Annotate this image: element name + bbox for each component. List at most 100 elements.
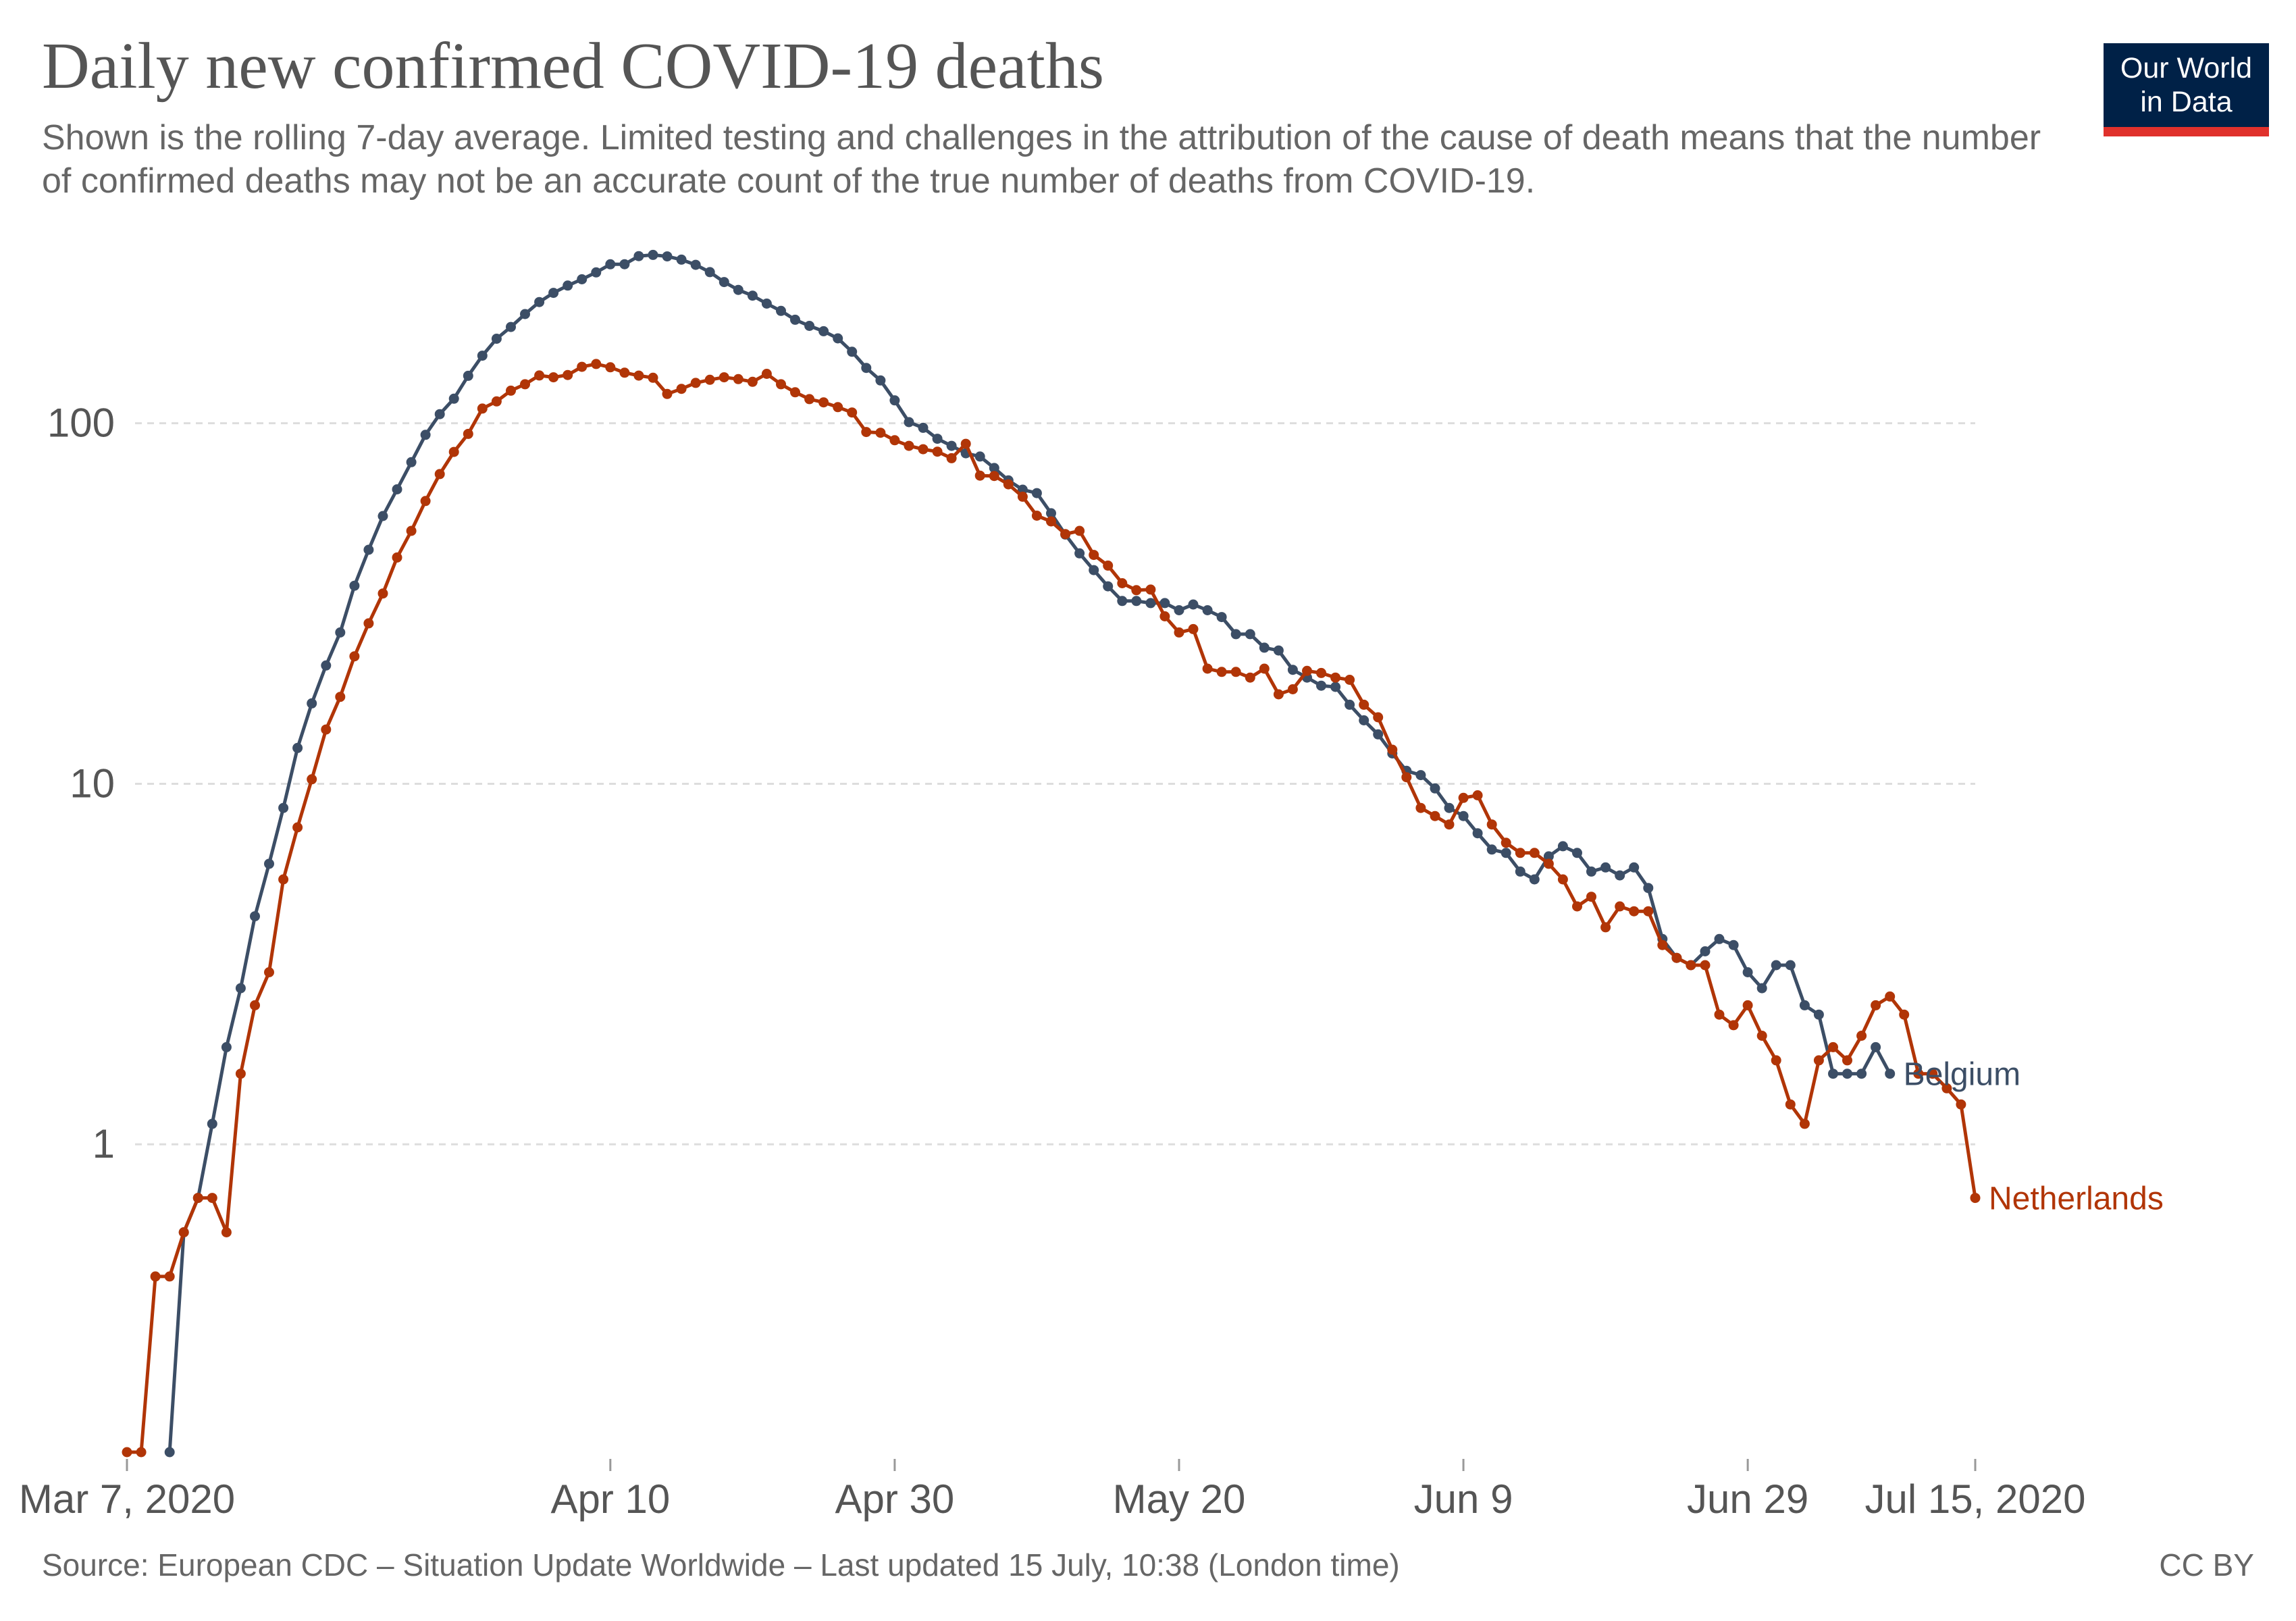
- netherlands-point[interactable]: [1941, 1083, 1952, 1093]
- belgium-point[interactable]: [1373, 729, 1384, 740]
- netherlands-point[interactable]: [1629, 906, 1640, 917]
- netherlands-point[interactable]: [1159, 611, 1170, 621]
- netherlands-point[interactable]: [1089, 550, 1099, 561]
- netherlands-point[interactable]: [1700, 960, 1711, 971]
- netherlands-point[interactable]: [1771, 1055, 1781, 1066]
- belgium-point[interactable]: [1444, 802, 1455, 813]
- belgium-point[interactable]: [818, 326, 829, 336]
- belgium-point[interactable]: [477, 351, 488, 361]
- netherlands-point[interactable]: [1302, 665, 1312, 676]
- netherlands-point[interactable]: [847, 407, 858, 418]
- netherlands-point[interactable]: [534, 370, 545, 381]
- netherlands-point[interactable]: [761, 369, 772, 379]
- belgium-point[interactable]: [932, 434, 943, 444]
- belgium-point[interactable]: [1287, 665, 1298, 675]
- belgium-point[interactable]: [1756, 983, 1767, 994]
- belgium-point[interactable]: [591, 267, 602, 278]
- netherlands-point[interactable]: [633, 370, 644, 381]
- belgium-point[interactable]: [534, 297, 545, 307]
- belgium-point[interactable]: [1131, 596, 1142, 607]
- netherlands-point[interactable]: [1345, 675, 1355, 685]
- netherlands-point[interactable]: [1245, 672, 1255, 683]
- netherlands-point[interactable]: [1572, 901, 1582, 912]
- netherlands-point[interactable]: [1486, 819, 1497, 830]
- belgium-point[interactable]: [1557, 841, 1568, 852]
- netherlands-point[interactable]: [1188, 623, 1199, 634]
- belgium-point[interactable]: [1415, 770, 1426, 781]
- belgium-point[interactable]: [1871, 1041, 1881, 1052]
- belgium-point[interactable]: [250, 911, 260, 922]
- netherlands-point[interactable]: [1927, 1069, 1938, 1079]
- netherlands-point[interactable]: [1871, 1000, 1881, 1010]
- netherlands-point[interactable]: [591, 359, 602, 369]
- belgium-point[interactable]: [1188, 599, 1199, 610]
- belgium-point[interactable]: [1629, 862, 1640, 873]
- netherlands-point[interactable]: [889, 435, 900, 446]
- netherlands-point[interactable]: [250, 1000, 260, 1010]
- netherlands-point[interactable]: [406, 525, 417, 536]
- netherlands-point[interactable]: [904, 440, 914, 451]
- netherlands-point[interactable]: [704, 374, 715, 385]
- belgium-point[interactable]: [1785, 960, 1796, 971]
- belgium-point[interactable]: [1472, 828, 1483, 839]
- netherlands-point[interactable]: [1515, 848, 1525, 858]
- netherlands-line[interactable]: [127, 362, 1977, 1454]
- netherlands-point[interactable]: [662, 388, 673, 399]
- netherlands-point[interactable]: [1117, 578, 1128, 588]
- netherlands-point[interactable]: [818, 397, 829, 408]
- belgium-point[interactable]: [548, 288, 559, 299]
- belgium-point[interactable]: [1046, 508, 1056, 519]
- belgium-point[interactable]: [676, 254, 687, 265]
- netherlands-point[interactable]: [506, 385, 516, 396]
- belgium-point[interactable]: [563, 280, 573, 291]
- belgium-point[interactable]: [761, 299, 772, 309]
- belgium-point[interactable]: [1643, 883, 1654, 894]
- belgium-point[interactable]: [1145, 598, 1156, 609]
- netherlands-point[interactable]: [1273, 689, 1284, 700]
- belgium-point[interactable]: [1742, 967, 1753, 977]
- belgium-point[interactable]: [377, 511, 388, 521]
- netherlands-point[interactable]: [1287, 684, 1298, 694]
- netherlands-point[interactable]: [1017, 491, 1028, 502]
- netherlands-point[interactable]: [448, 446, 459, 457]
- netherlands-point[interactable]: [477, 403, 488, 414]
- netherlands-point[interactable]: [1756, 1031, 1767, 1041]
- netherlands-point[interactable]: [1856, 1031, 1867, 1041]
- belgium-point[interactable]: [363, 544, 374, 555]
- netherlands-point[interactable]: [960, 438, 971, 449]
- netherlands-point[interactable]: [1074, 525, 1085, 536]
- netherlands-point[interactable]: [392, 552, 402, 563]
- netherlands-point[interactable]: [292, 822, 303, 833]
- netherlands-point[interactable]: [264, 967, 274, 977]
- netherlands-point[interactable]: [1472, 790, 1483, 800]
- netherlands-point[interactable]: [150, 1271, 161, 1282]
- belgium-point[interactable]: [662, 251, 673, 262]
- belgium-point[interactable]: [1515, 866, 1525, 877]
- belgium-point[interactable]: [1458, 810, 1469, 821]
- netherlands-point[interactable]: [278, 874, 289, 885]
- netherlands-point[interactable]: [563, 369, 573, 380]
- belgium-point[interactable]: [1856, 1069, 1867, 1079]
- netherlands-point[interactable]: [491, 396, 502, 407]
- belgium-point[interactable]: [704, 267, 715, 278]
- belgium-point[interactable]: [733, 284, 743, 295]
- netherlands-point[interactable]: [363, 618, 374, 629]
- netherlands-point[interactable]: [989, 471, 999, 482]
- belgium-point[interactable]: [1259, 642, 1270, 653]
- belgium-point[interactable]: [904, 417, 914, 428]
- netherlands-point[interactable]: [804, 394, 815, 405]
- belgium-point[interactable]: [1828, 1069, 1838, 1079]
- belgium-point[interactable]: [1714, 933, 1725, 944]
- belgium-point[interactable]: [1174, 605, 1184, 615]
- netherlands-point[interactable]: [577, 361, 588, 372]
- belgium-point[interactable]: [1316, 680, 1326, 691]
- netherlands-point[interactable]: [619, 367, 630, 378]
- netherlands-point[interactable]: [776, 379, 786, 390]
- netherlands-point[interactable]: [733, 374, 743, 384]
- belgium-point[interactable]: [221, 1041, 232, 1052]
- belgium-point[interactable]: [747, 290, 758, 301]
- belgium-point[interactable]: [1728, 940, 1739, 950]
- belgium-point[interactable]: [833, 333, 843, 344]
- belgium-point[interactable]: [633, 251, 644, 261]
- belgium-point[interactable]: [790, 314, 800, 325]
